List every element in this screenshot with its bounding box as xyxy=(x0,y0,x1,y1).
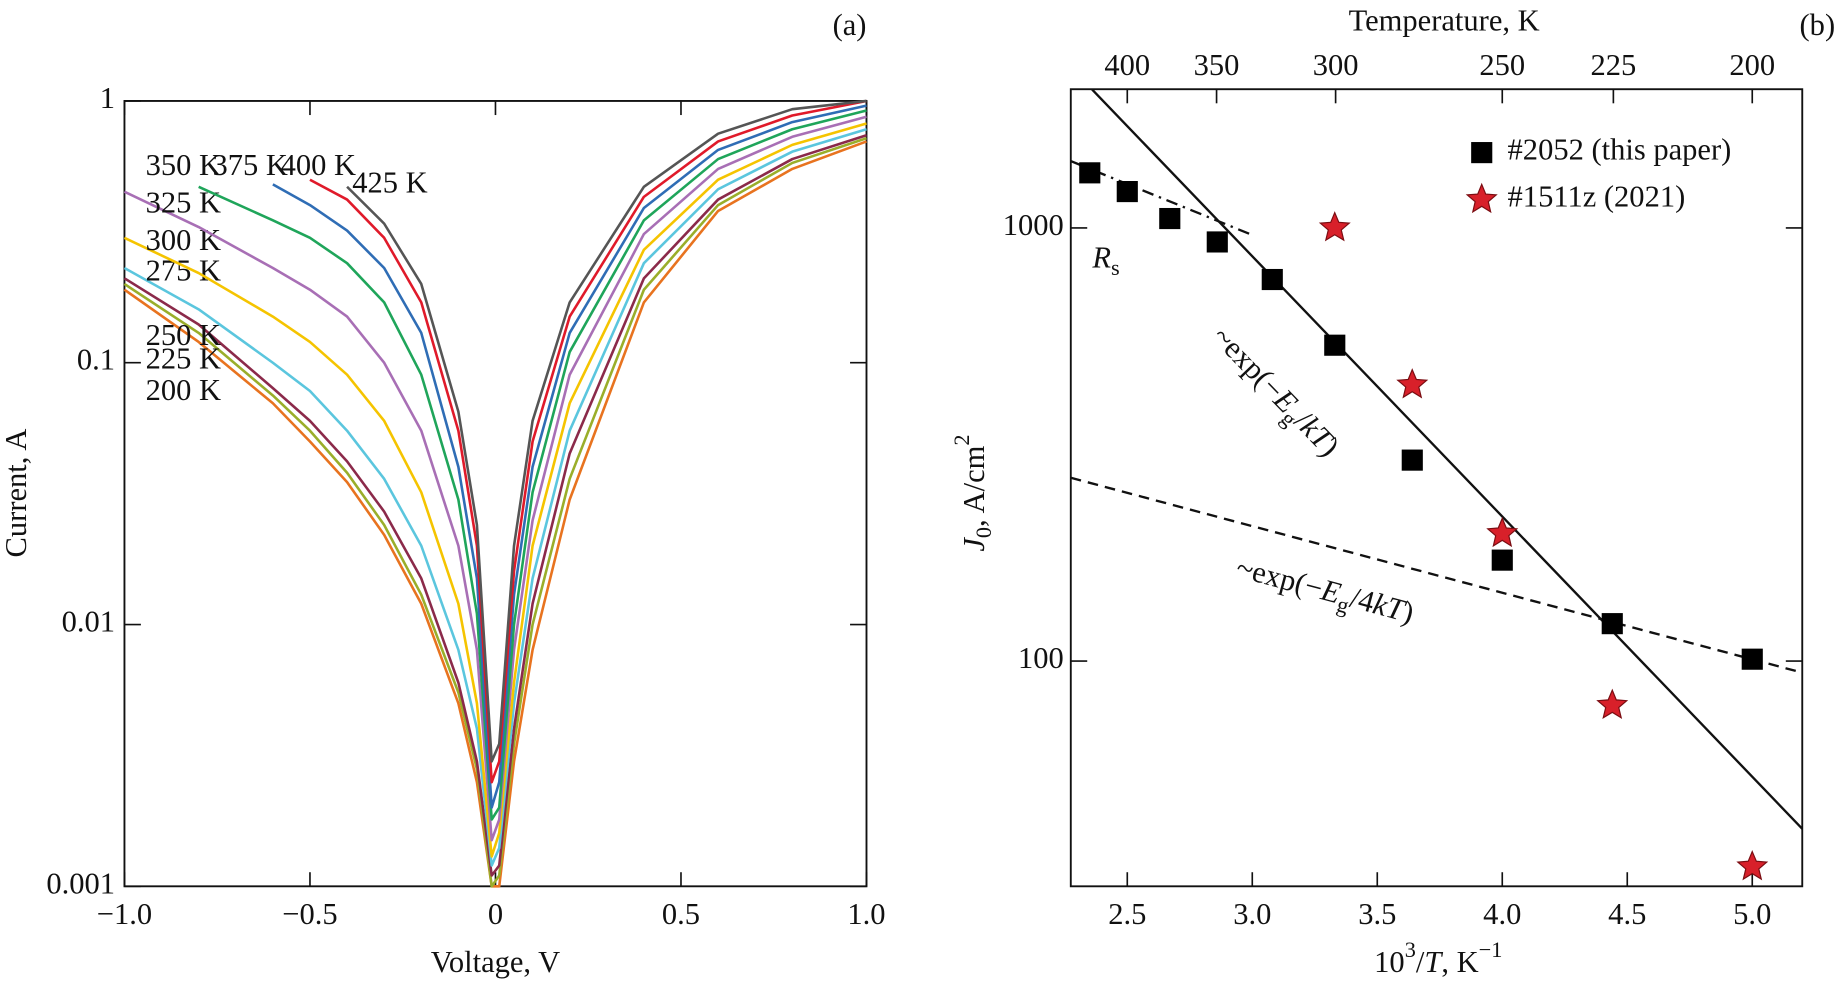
y-tick-label: 0.001 xyxy=(46,866,115,900)
point-square xyxy=(1116,181,1138,203)
x-tick-label: 4.0 xyxy=(1483,897,1521,931)
point-star xyxy=(1318,211,1351,242)
point-star xyxy=(1596,688,1629,719)
x-tick-label: −0.5 xyxy=(282,897,337,931)
point-square xyxy=(1324,334,1346,356)
legend-label: #2052 (this paper) xyxy=(1508,133,1732,167)
x-tick-label: 1.0 xyxy=(847,897,885,931)
x2-tick-label: 400 xyxy=(1104,48,1150,82)
y-axis-label-part: 2 xyxy=(949,434,974,445)
legend-marker xyxy=(1465,182,1498,214)
y-axis-label-part: J xyxy=(957,537,991,552)
y-tick-label: 0.01 xyxy=(62,605,115,639)
x-tick-label: 5.0 xyxy=(1733,897,1771,931)
annotation-part: ~exp(− xyxy=(1206,319,1292,406)
point-square xyxy=(1741,648,1763,670)
point-square xyxy=(1159,207,1181,230)
point-square xyxy=(1261,268,1283,291)
series-label: 200 K xyxy=(146,373,221,407)
x-tick-label: 3.5 xyxy=(1358,897,1396,931)
x2-tick-label: 250 xyxy=(1479,48,1525,82)
series-label: 250 K xyxy=(146,318,221,352)
x2-tick-label: 350 xyxy=(1194,48,1240,82)
legend-item: #1511z (2021) xyxy=(1465,180,1686,214)
annotation: ~exp(−Eg/4kT) xyxy=(1231,550,1417,635)
x-tick-label: 2.5 xyxy=(1108,897,1146,931)
iv-curve xyxy=(123,122,867,858)
x-axis-label-part: T xyxy=(1424,945,1443,979)
point-square xyxy=(1206,231,1228,253)
point-star xyxy=(1486,516,1519,548)
x-axis-label-part: , K xyxy=(1441,945,1478,979)
plot-frame-b xyxy=(1069,88,1804,888)
iv-curve xyxy=(123,128,867,867)
series-label: 275 K xyxy=(146,254,221,288)
x-axis-label-part: 3 xyxy=(1405,937,1416,962)
series-label: 300 K xyxy=(146,223,221,257)
iv-curve xyxy=(198,109,867,821)
x-axis-label-part: / xyxy=(1416,945,1425,979)
y-tick-label: 1000 xyxy=(1003,208,1064,242)
y-axis-label-part: 0 xyxy=(971,527,996,538)
y-axis-label-part: , A/cm xyxy=(957,445,991,527)
iv-curve xyxy=(123,115,867,842)
point-square xyxy=(1401,449,1423,471)
fit-line xyxy=(1070,159,1253,237)
x2-tick-label: 300 xyxy=(1313,48,1359,82)
x-axis-label: Voltage, V xyxy=(431,945,560,979)
y-axis-label: Current, A xyxy=(0,429,33,558)
series-label: 400 K xyxy=(281,148,356,182)
series-label: 350 K xyxy=(146,148,221,182)
series-label: 425 K xyxy=(352,165,427,199)
annotation: Rs xyxy=(1091,241,1119,281)
legend-marker xyxy=(1471,142,1493,164)
x-tick-label: 0 xyxy=(488,897,503,931)
x-tick-label: 4.5 xyxy=(1608,897,1646,931)
fit-line xyxy=(1070,476,1803,674)
point-star xyxy=(1396,368,1429,399)
x-axis-label: 103/T, K−1 xyxy=(1374,937,1502,979)
y-tick-label: 0.1 xyxy=(77,343,115,377)
x-tick-label: 3.0 xyxy=(1233,897,1271,931)
x2-tick-label: 225 xyxy=(1590,48,1636,82)
y-tick-label: 100 xyxy=(1018,641,1064,675)
point-square xyxy=(1601,613,1623,635)
x-axis-label-part: 10 xyxy=(1374,945,1405,979)
series-label: 225 K xyxy=(146,342,221,376)
series-label: 375 K xyxy=(213,148,288,182)
annotation-part: R xyxy=(1091,241,1111,275)
annotation-part: ~exp(− xyxy=(1233,550,1327,606)
annotation-part: s xyxy=(1111,255,1120,280)
x2-tick-label: 200 xyxy=(1729,48,1775,82)
panel-label: (a) xyxy=(833,8,867,42)
fit-line xyxy=(1091,88,1804,830)
point-square xyxy=(1079,162,1101,184)
point-square xyxy=(1491,549,1513,571)
x2-axis-label: Temperature, K xyxy=(1349,3,1540,37)
x-tick-label: 0.5 xyxy=(662,897,700,931)
y-tick-label: 1 xyxy=(100,81,115,115)
iv-curve xyxy=(272,104,867,809)
panel-label: (b) xyxy=(1800,8,1836,42)
iv-curve xyxy=(346,99,867,763)
point-star xyxy=(1736,850,1769,881)
iv-curve xyxy=(123,134,867,877)
iv-curve xyxy=(309,99,867,784)
legend-label: #1511z (2021) xyxy=(1508,180,1686,214)
x-axis-label-part: −1 xyxy=(1479,937,1503,962)
legend-item: #2052 (this paper) xyxy=(1471,133,1731,167)
y-axis-label: J0, A/cm2 xyxy=(949,434,996,551)
x-tick-label: −1.0 xyxy=(97,897,152,931)
